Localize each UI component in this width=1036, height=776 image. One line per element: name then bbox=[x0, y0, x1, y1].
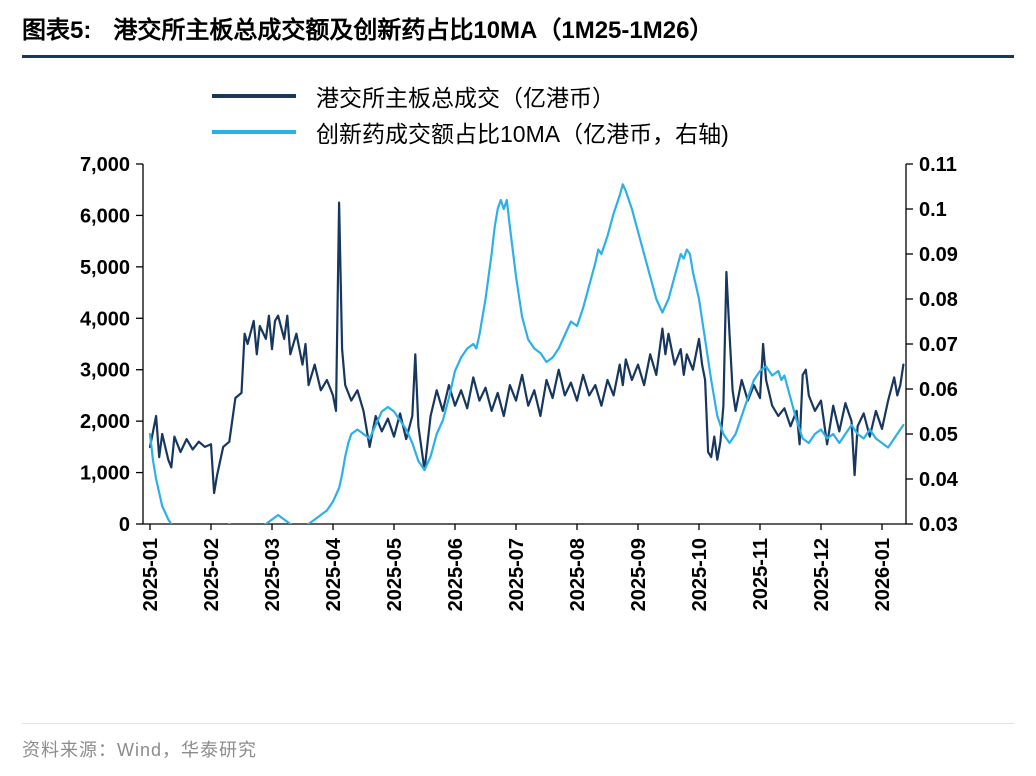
legend-line-swatch-blue bbox=[212, 130, 296, 134]
left-axis-tick-label: 1,000 bbox=[80, 463, 130, 485]
x-axis-tick-label: 2025-05 bbox=[384, 538, 406, 611]
left-axis-tick-label: 2,000 bbox=[80, 411, 130, 433]
x-axis-tick-label: 2026-01 bbox=[872, 538, 894, 611]
source-text: 资料来源：Wind，华泰研究 bbox=[22, 740, 258, 760]
right-axis-tick-label: 0.04 bbox=[919, 469, 959, 491]
right-axis-tick-label: 0.06 bbox=[919, 379, 958, 401]
right-axis-tick-label: 0.09 bbox=[919, 244, 958, 266]
legend-label-turnover: 港交所主板总成交（亿港币） bbox=[316, 85, 615, 111]
x-axis-tick-label: 2025-09 bbox=[628, 538, 650, 611]
left-axis-tick-label: 3,000 bbox=[80, 360, 130, 382]
left-axis-tick-label: 7,000 bbox=[80, 154, 130, 176]
figure-title: 港交所主板总成交额及创新药占比10MA（1M25-1M26） bbox=[113, 17, 714, 44]
left-axis-tick-label: 4,000 bbox=[80, 308, 130, 330]
figure-label: 图表5: bbox=[22, 17, 92, 44]
x-axis-tick-label: 2025-02 bbox=[201, 538, 223, 611]
left-axis-tick-label: 5,000 bbox=[80, 257, 130, 279]
figure-header: 图表5: 港交所主板总成交额及创新药占比10MA（1M25-1M26） bbox=[22, 16, 1014, 58]
legend-item-ratio: 创新药成交额占比10MA（亿港币，右轴) bbox=[212, 114, 1036, 150]
right-axis-tick-label: 0.11 bbox=[919, 154, 957, 176]
x-axis-tick-label: 2025-04 bbox=[323, 537, 345, 611]
dual-axis-line-chart: 0 1,000 2,000 3,000 4,000 5,000 6,000 7,000 0.03… bbox=[80, 154, 959, 611]
x-axis-tick-label: 2025-11 bbox=[750, 538, 772, 610]
legend-item-turnover: 港交所主板总成交（亿港币） bbox=[212, 78, 1036, 114]
right-axis-tick-label: 0.05 bbox=[919, 424, 958, 446]
right-axis-tick-label: 0.03 bbox=[919, 514, 958, 536]
right-axis-tick-label: 0.08 bbox=[919, 289, 958, 311]
legend-line-swatch-navy bbox=[212, 94, 296, 98]
legend-label-ratio: 创新药成交额占比10MA（亿港币，右轴) bbox=[316, 121, 729, 147]
x-axis-tick-label: 2025-01 bbox=[140, 538, 162, 611]
x-axis-tick-label: 2025-08 bbox=[567, 538, 589, 611]
x-axis-tick-label: 2025-06 bbox=[445, 538, 467, 611]
x-axis-tick-label: 2025-10 bbox=[689, 538, 711, 611]
x-axis-tick-label: 2025-07 bbox=[506, 538, 528, 611]
turnover-series-line bbox=[148, 201, 905, 495]
x-axis-tick-label: 2025-12 bbox=[811, 538, 833, 611]
innovation-drug-ratio-line bbox=[148, 183, 905, 524]
chart-legend: 港交所主板总成交（亿港币） 创新药成交额占比10MA（亿港币，右轴) bbox=[212, 78, 1036, 150]
right-axis-tick-label: 0.1 bbox=[919, 199, 947, 221]
x-axis-tick-label: 2025-03 bbox=[262, 538, 284, 611]
report-figure-page: 图表5: 港交所主板总成交额及创新药占比10MA（1M25-1M26） 港交所主板… bbox=[0, 16, 1036, 776]
right-axis-tick-label: 0.07 bbox=[919, 334, 958, 356]
source-note: 资料来源：Wind，华泰研究 bbox=[22, 723, 1014, 762]
left-axis-tick-label: 0 bbox=[119, 514, 130, 536]
left-axis-tick-label: 6,000 bbox=[80, 205, 130, 227]
